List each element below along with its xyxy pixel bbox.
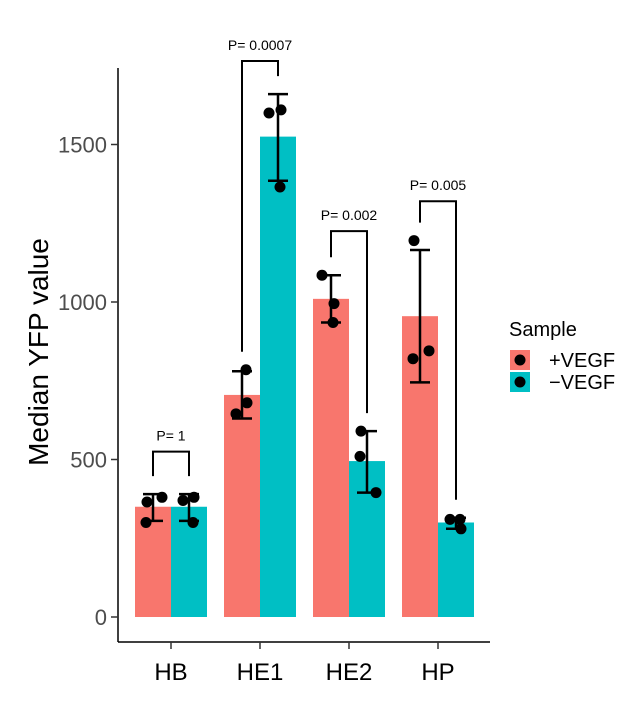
data-point bbox=[230, 408, 242, 420]
legend-key-dot bbox=[514, 354, 526, 366]
p-value-label: P= 0.002 bbox=[321, 207, 378, 223]
data-point bbox=[454, 513, 466, 525]
data-point bbox=[408, 235, 420, 247]
data-point bbox=[423, 345, 435, 357]
data-point bbox=[407, 353, 419, 365]
significance-bracket bbox=[152, 450, 190, 477]
significance-bracket bbox=[330, 230, 368, 414]
p-value-label: P= 1 bbox=[156, 428, 185, 444]
data-point bbox=[354, 450, 366, 462]
data-point bbox=[444, 513, 456, 525]
data-point bbox=[355, 425, 367, 437]
data-point bbox=[328, 298, 340, 310]
legend: Sample +VEGF−VEGF bbox=[509, 319, 615, 394]
data-point bbox=[327, 316, 339, 328]
data-point bbox=[370, 487, 382, 499]
significance-bracket bbox=[241, 60, 279, 352]
data-point bbox=[177, 494, 189, 506]
data-point bbox=[316, 269, 328, 281]
x-tick-label: HP bbox=[421, 659, 454, 686]
bar-he2-plus-vegf bbox=[313, 298, 349, 617]
x-tick-label: HE2 bbox=[326, 659, 373, 686]
data-point bbox=[455, 523, 467, 535]
y-tick-label: 1000 bbox=[58, 290, 107, 315]
legend-title: Sample bbox=[509, 319, 577, 341]
annotations-layer: P= 1 P= 0.0007 P= 0.002 P= 0.005 bbox=[152, 37, 467, 500]
p-value-label: P= 0.005 bbox=[410, 177, 467, 193]
data-point bbox=[156, 491, 168, 503]
bar-hp-minus-vegf bbox=[438, 522, 474, 617]
data-point bbox=[274, 181, 286, 193]
y-tick-label: 500 bbox=[70, 448, 107, 473]
data-point bbox=[188, 491, 200, 503]
data-point bbox=[275, 104, 287, 116]
data-point bbox=[140, 517, 152, 528]
y-tick-label: 1500 bbox=[58, 133, 107, 158]
legend-key-dot bbox=[514, 376, 526, 388]
bars-layer bbox=[135, 136, 474, 617]
data-point bbox=[241, 397, 253, 409]
legend-label: +VEGF bbox=[549, 350, 615, 372]
axes-layer: 0 500 1000 1500 HB HE1 HE2 HP bbox=[58, 68, 490, 686]
significance-bracket bbox=[419, 200, 457, 500]
bar-hb-plus-vegf bbox=[135, 506, 171, 617]
x-tick-label: HE1 bbox=[237, 659, 284, 686]
data-point bbox=[240, 364, 252, 376]
data-point bbox=[263, 107, 275, 119]
y-axis-title: Median YFP value bbox=[23, 238, 54, 466]
data-point bbox=[187, 517, 199, 528]
x-tick-label: HB bbox=[154, 659, 187, 686]
legend-label: −VEGF bbox=[549, 372, 615, 394]
bar-he1-plus-vegf bbox=[224, 394, 260, 617]
points-layer bbox=[140, 104, 467, 535]
data-point bbox=[141, 496, 153, 508]
bar-he1-minus-vegf bbox=[260, 136, 296, 617]
p-value-label: P= 0.0007 bbox=[228, 37, 292, 53]
y-tick-label: 0 bbox=[95, 605, 107, 630]
